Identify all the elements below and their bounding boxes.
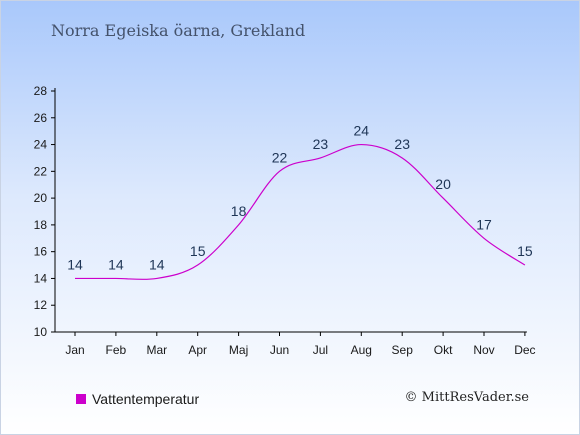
data-label: 20 (435, 176, 451, 192)
copyright-text: © MittResVader.se (404, 390, 529, 405)
data-label: 14 (149, 256, 165, 272)
data-label: 14 (67, 256, 83, 272)
x-tick-label: Nov (473, 343, 494, 357)
y-tick-label: 24 (34, 138, 48, 152)
data-label: 23 (394, 136, 410, 152)
x-tick-label: Jun (270, 343, 289, 357)
data-label: 18 (231, 203, 247, 219)
data-label: 15 (190, 243, 206, 259)
series-line (74, 143, 526, 281)
data-label: 15 (517, 243, 533, 259)
y-tick-label: 12 (34, 298, 48, 312)
y-tick-label: 28 (34, 84, 48, 98)
y-tick-label: 14 (34, 271, 48, 285)
x-tick-label: Feb (106, 343, 127, 357)
data-label: 14 (108, 256, 124, 272)
x-tick-label: Maj (229, 343, 248, 357)
data-label: 17 (476, 216, 492, 232)
y-tick-label: 16 (34, 245, 48, 259)
x-tick-label: Aug (351, 343, 372, 357)
y-tick-label: 22 (34, 164, 48, 178)
x-tick-label: Sep (392, 343, 414, 357)
x-tick-label: Apr (188, 343, 207, 357)
data-label: 24 (354, 123, 370, 139)
data-label: 23 (313, 136, 329, 152)
x-tick-label: Okt (434, 343, 453, 357)
x-tick-label: Jan (65, 343, 84, 357)
legend-swatch (76, 394, 86, 404)
y-tick-label: 10 (34, 325, 48, 339)
y-tick-label: 20 (34, 191, 48, 205)
x-tick-label: Mar (146, 343, 167, 357)
legend-label: Vattentemperatur (92, 391, 200, 407)
x-tick-label: Dec (514, 343, 535, 357)
y-tick-label: 18 (34, 218, 48, 232)
chart-title: Norra Egeiska öarna, Grekland (51, 21, 306, 40)
data-label: 22 (272, 149, 288, 165)
y-tick-label: 26 (34, 111, 48, 125)
x-tick-label: Jul (313, 343, 328, 357)
legend: Vattentemperatur (76, 391, 199, 407)
